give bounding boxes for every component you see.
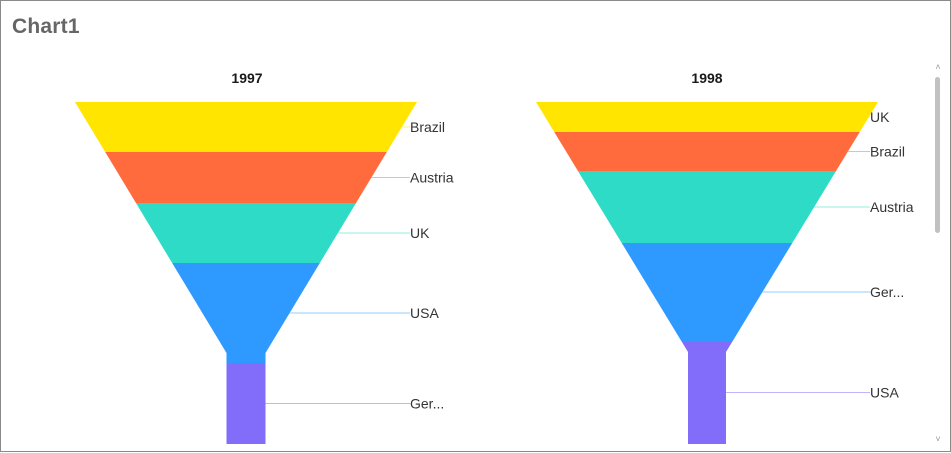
- vertical-scrollbar[interactable]: ˄ ˅: [932, 61, 944, 445]
- data-label-germany: Ger...: [410, 396, 444, 412]
- data-label-uk: UK: [870, 109, 890, 125]
- funnel-segment-usa[interactable]: [681, 341, 733, 444]
- funnel-segment-brazil[interactable]: [554, 132, 860, 171]
- data-label-uk: UK: [410, 225, 430, 241]
- data-label-usa: USA: [410, 305, 439, 321]
- funnel-segment-uk[interactable]: [536, 102, 878, 132]
- chart-title: Chart1: [12, 15, 80, 38]
- funnel-segment-uk[interactable]: [135, 203, 357, 263]
- data-label-brazil: Brazil: [410, 119, 445, 135]
- scroll-down-icon[interactable]: ˅: [935, 434, 941, 444]
- funnel-segment-austria[interactable]: [105, 152, 387, 203]
- data-label-austria: Austria: [410, 170, 454, 186]
- funnel-segment-germany[interactable]: [226, 363, 266, 444]
- data-label-usa: USA: [870, 385, 899, 401]
- funnel-segment-germany[interactable]: [621, 243, 793, 341]
- funnel-1998: 1998 UK Brazil Austria Ger... USA: [536, 70, 914, 444]
- funnel-segment-austria[interactable]: [577, 171, 837, 243]
- funnel-segment-usa[interactable]: [172, 263, 320, 363]
- funnel-title-1998: 1998: [691, 70, 722, 86]
- funnel-1997: 1997 Brazil Austria UK USA Ger...: [75, 70, 454, 444]
- scroll-thumb[interactable]: [935, 77, 940, 233]
- data-label-brazil: Brazil: [870, 144, 905, 160]
- data-label-austria: Austria: [870, 199, 914, 215]
- data-label-germany: Ger...: [870, 284, 904, 300]
- funnel-segment-brazil[interactable]: [75, 102, 417, 152]
- scroll-up-icon[interactable]: ˄: [935, 62, 941, 72]
- funnel-title-1997: 1997: [231, 70, 262, 86]
